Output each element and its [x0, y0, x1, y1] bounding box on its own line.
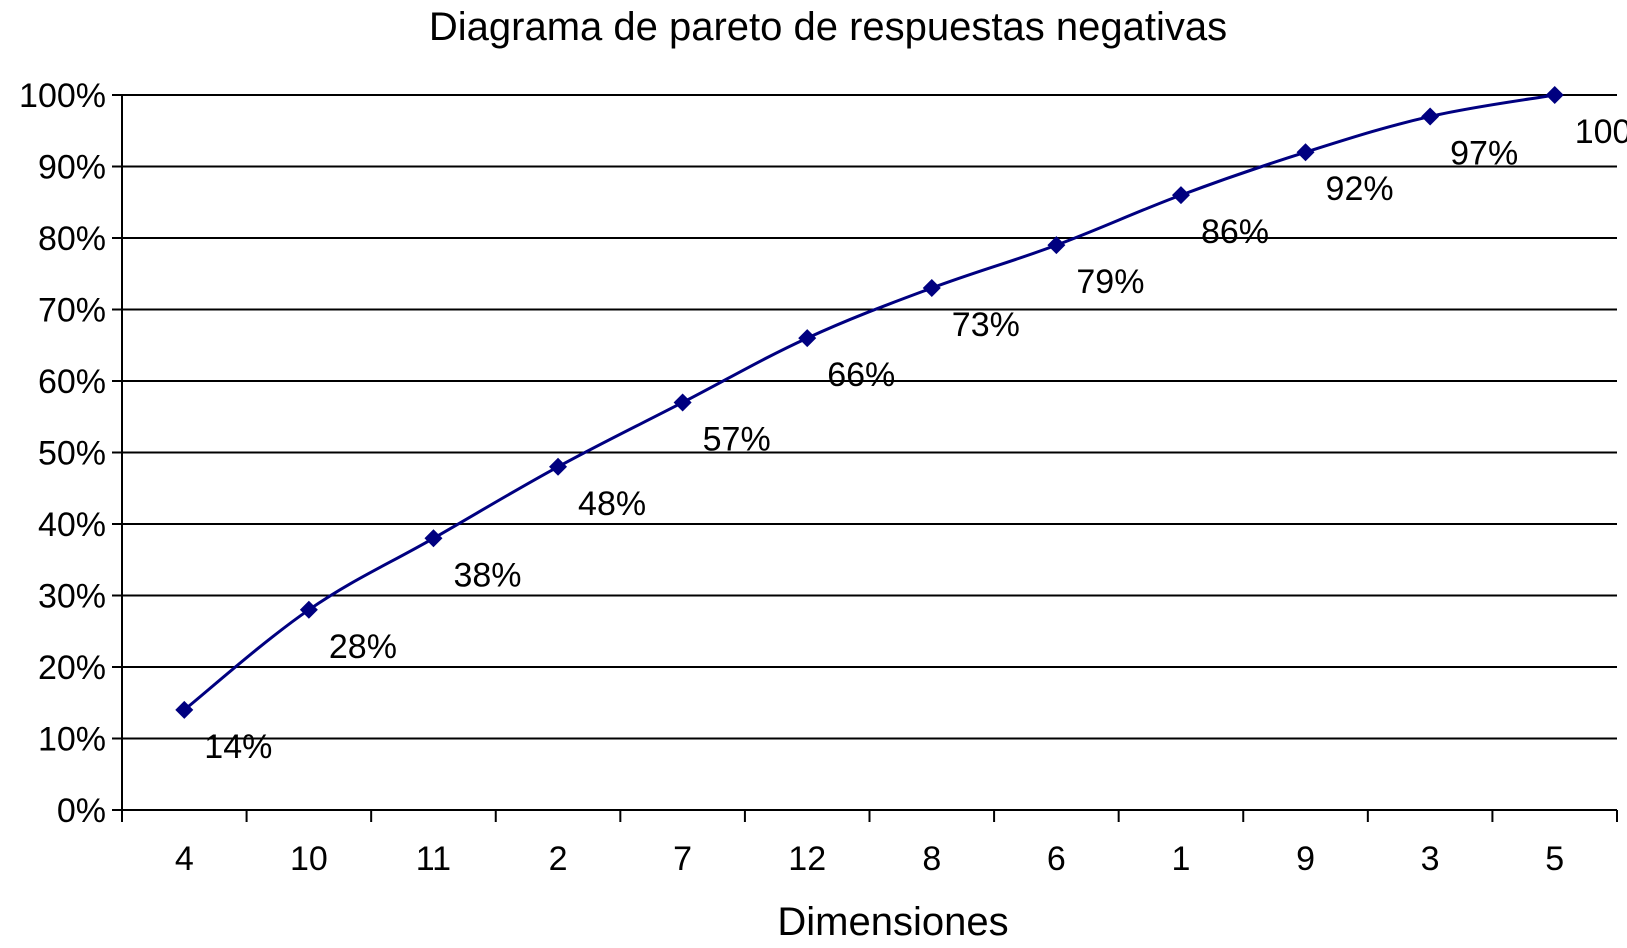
y-tick-label: 60%	[38, 363, 106, 401]
y-axis-ticks: 0% 10% 20% 30% 40% 50% 60% 70% 80% 90% 100%	[19, 77, 122, 830]
data-label: 66%	[827, 356, 895, 394]
data-label: 73%	[952, 306, 1020, 344]
data-label: 79%	[1076, 263, 1144, 301]
data-label: 100%	[1575, 113, 1627, 151]
series-line	[183, 93, 1555, 712]
y-tick-label: 0%	[57, 792, 106, 830]
data-point-marker	[1421, 107, 1440, 126]
data-point-marker	[299, 600, 318, 619]
y-tick-label: 100%	[19, 77, 106, 115]
gridlines	[122, 94, 1617, 740]
data-point-marker	[922, 279, 941, 298]
y-tick-label: 10%	[38, 721, 106, 759]
x-tick-label: 5	[1545, 840, 1564, 878]
data-point-marker	[1545, 86, 1564, 104]
y-tick-label: 30%	[38, 578, 106, 616]
data-label: 97%	[1450, 134, 1518, 172]
data-labels: 14% 28% 38% 48% 57% 66% 73% 79% 86% 92% 97% 100%	[204, 113, 1627, 766]
x-tick-label: 8	[922, 840, 941, 878]
y-tick-label: 50%	[38, 435, 106, 473]
data-point-marker	[673, 393, 692, 412]
x-tick-label: 4	[175, 840, 194, 878]
x-axis-ticks: 4 10 11 2 7 12 8 6 1 9 3 5	[121, 810, 1618, 878]
data-label: 48%	[578, 485, 646, 523]
x-axis-title: Dimensiones	[777, 900, 1008, 944]
y-tick-label: 70%	[38, 292, 106, 330]
data-label: 38%	[453, 556, 521, 594]
y-tick-label: 40%	[38, 506, 106, 544]
data-point-marker	[1047, 236, 1066, 255]
data-label: 86%	[1201, 213, 1269, 251]
data-point-marker	[424, 529, 443, 548]
data-label: 14%	[204, 728, 272, 766]
data-label: 92%	[1326, 170, 1394, 208]
x-tick-label: 12	[788, 840, 826, 878]
data-label: 28%	[329, 628, 397, 666]
chart-title: Diagrama de pareto de respuestas negativ…	[429, 5, 1227, 49]
x-tick-label: 3	[1421, 840, 1440, 878]
y-tick-label: 20%	[38, 649, 106, 687]
data-point-marker	[1171, 186, 1190, 205]
data-point-marker	[1296, 143, 1315, 162]
series-path	[183, 93, 1555, 712]
x-tick-label: 7	[673, 840, 692, 878]
data-point-marker	[175, 700, 194, 719]
y-tick-label: 80%	[38, 220, 106, 258]
data-points	[175, 86, 1564, 719]
x-tick-label: 10	[290, 840, 328, 878]
data-point-marker	[549, 457, 568, 476]
data-label: 57%	[703, 420, 771, 458]
data-point-marker	[798, 329, 817, 348]
x-tick-label: 6	[1047, 840, 1066, 878]
x-tick-label: 9	[1296, 840, 1315, 878]
x-tick-label: 2	[549, 840, 568, 878]
x-tick-label: 1	[1171, 840, 1190, 878]
x-tick-label: 11	[416, 840, 451, 878]
y-tick-label: 90%	[38, 149, 106, 187]
